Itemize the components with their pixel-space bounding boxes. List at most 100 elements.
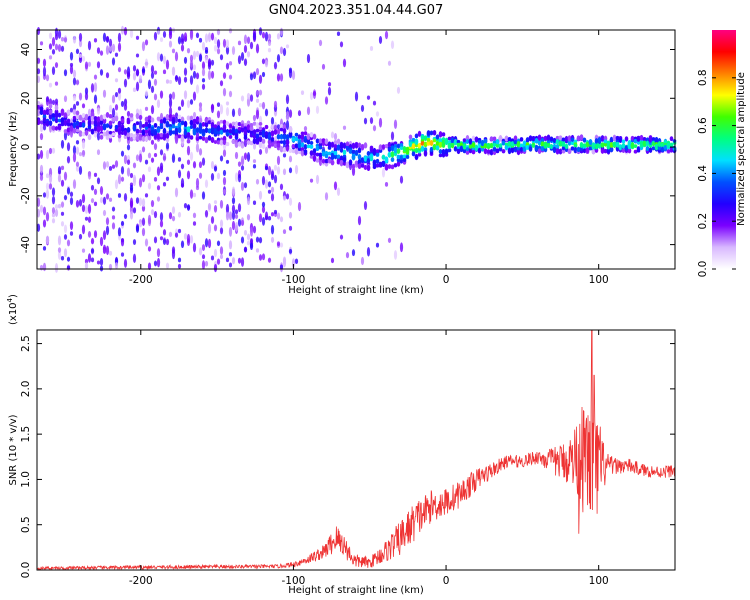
spectrogram-cell [273, 124, 278, 131]
spectrogram-cell [585, 141, 590, 148]
spectrogram-cell [231, 127, 236, 134]
spectrogram-cell [135, 154, 140, 162]
spectrogram-cell [57, 44, 62, 52]
spectrogram-cell [303, 149, 308, 154]
spectrogram-cell [93, 74, 98, 80]
spectrogram-cell [207, 120, 212, 125]
spectrogram-cell [255, 43, 260, 54]
spectrogram-cell [306, 106, 311, 116]
spectrogram-cell [246, 152, 251, 162]
spectrogram-cell [177, 134, 182, 139]
spectrogram-cell [282, 146, 287, 153]
spectrogram-cell [96, 177, 101, 185]
spectrogram-cell [153, 236, 158, 244]
spectrogram-cell [45, 211, 50, 222]
spectrogram-cell [279, 145, 284, 153]
spectrogram-cell [183, 90, 188, 100]
spectrogram-cell [165, 262, 170, 269]
spectrogram-cell [258, 74, 263, 84]
spectrogram-cell [267, 47, 272, 53]
spectrogram-cell [132, 87, 137, 93]
spectrogram-cell [654, 143, 659, 151]
spectrogram-cell [258, 136, 263, 143]
spectrogram-cell [357, 215, 362, 226]
spectrogram-cell [393, 250, 398, 260]
spectrogram-cell [198, 102, 203, 108]
spectrogram-cell [93, 201, 98, 207]
spectrogram-cell [90, 257, 95, 263]
spectrogram-cell [312, 133, 317, 140]
spectrogram-cell [135, 135, 140, 141]
spectrogram-cell [108, 104, 113, 113]
spectrogram-cell [396, 86, 401, 94]
spectrogram-cell [189, 115, 194, 121]
spectrogram-cell [114, 160, 119, 168]
spectrogram-cell [105, 161, 110, 168]
spectrogram-cell [81, 122, 86, 128]
spectrogram-cell [462, 138, 467, 143]
x-tick-label: -200 [129, 274, 153, 286]
spectrogram-cell [222, 119, 227, 126]
spectrogram-cell [162, 127, 167, 135]
spectrogram-cell [558, 135, 563, 141]
colorbar-tick-label: 0.4 [697, 165, 709, 182]
spectrogram-cell [219, 254, 224, 260]
spectrogram-cell [285, 134, 290, 140]
spectrogram-cell [390, 164, 395, 170]
spectrogram-cell [81, 103, 86, 109]
spectrogram-cell [402, 154, 407, 159]
spectrogram-cell [243, 182, 248, 189]
spectrogram-cell [510, 141, 515, 147]
spectrogram-cell [150, 71, 155, 79]
spectrogram-cell [159, 236, 164, 241]
spectrogram-cell [396, 158, 401, 163]
spectrogram-cell [282, 47, 287, 57]
spectrogram-cell [138, 153, 143, 163]
spectrogram-cell [201, 41, 206, 51]
spectrogram-cell [231, 257, 236, 265]
spectrogram-cell [330, 257, 335, 264]
spectrogram-cell [177, 211, 182, 218]
spectrogram-cell [207, 62, 212, 70]
spectrogram-cell [99, 50, 104, 56]
spectrogram-cell [588, 146, 593, 151]
spectrogram-cell [225, 45, 230, 55]
spectrogram-cell [204, 55, 209, 64]
spectrogram-cell [219, 219, 224, 228]
spectrogram-cell [81, 149, 86, 156]
spectrogram-cell [117, 227, 122, 237]
spectrogram-cell [60, 201, 65, 208]
spectrogram-cell [120, 166, 125, 175]
spectrogram-cell [447, 143, 452, 149]
spectrogram-cell [288, 68, 293, 79]
spectrogram-cell [255, 109, 260, 120]
spectrogram-cell [105, 72, 110, 79]
spectrogram-cell [123, 69, 128, 75]
spectrogram-cell [222, 72, 227, 79]
spectrogram-cell [156, 166, 161, 177]
spectrogram-cell [120, 238, 125, 247]
spectrogram-cell [108, 197, 113, 202]
spectrogram-cell [126, 110, 131, 117]
spectrogram-cell [243, 246, 248, 253]
spectrogram-cell [378, 149, 383, 153]
spectrogram-cell [99, 258, 104, 266]
spectrogram-cell [51, 187, 56, 197]
spectrogram-cell [171, 215, 176, 222]
spectrogram-cell [249, 41, 254, 50]
spectrogram-cell [630, 135, 635, 141]
spectrogram-cell [237, 122, 242, 127]
spectrogram-cell [117, 120, 122, 127]
spectrogram-cell [267, 181, 272, 188]
spectrogram-cell [147, 182, 152, 190]
y-tick-label: -20 [20, 187, 32, 204]
y-tick-label: 2.5 [20, 335, 32, 352]
spectrogram-cell [339, 147, 344, 153]
colorbar-tick-label: 0.6 [697, 117, 709, 134]
spectrogram-cell [198, 135, 203, 140]
spectrogram-cell [72, 109, 77, 115]
spectrogram-cell [66, 142, 71, 152]
spectrogram-cell [261, 143, 266, 150]
spectrogram-cell [438, 131, 443, 138]
spectrogram-cell [336, 144, 341, 151]
